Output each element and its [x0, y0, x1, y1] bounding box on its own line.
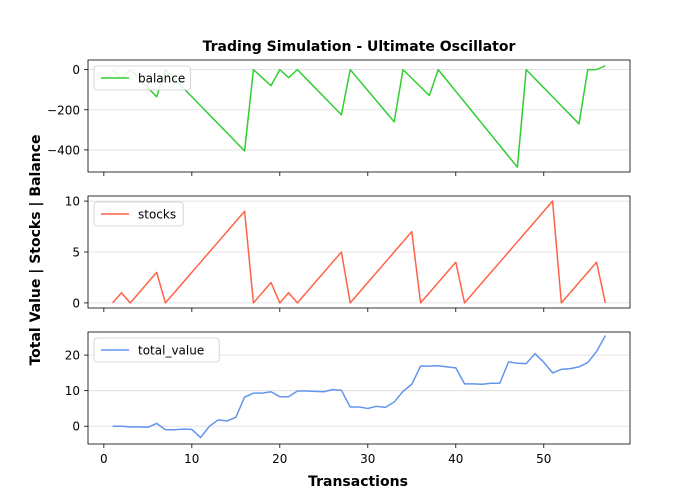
- series-line-stocks: [112, 200, 607, 304]
- x-axis-label: Transactions: [308, 474, 408, 490]
- y-tick-label: 5: [72, 246, 80, 260]
- x-tick-label: 0: [100, 452, 108, 466]
- y-tick-label: 20: [65, 349, 80, 363]
- axes-frame: [87, 59, 631, 173]
- y-tick-label: −200: [47, 103, 80, 117]
- series-line-total_value: [112, 335, 607, 439]
- y-tick-label: 0: [72, 296, 80, 310]
- y-tick-label: 0: [72, 420, 80, 434]
- legend-box: [93, 65, 191, 91]
- y-axis-label: Total Value | Stocks | Balance: [28, 134, 44, 365]
- x-tick-label: 50: [536, 452, 551, 466]
- panel-2: 0 5 10 stocks: [65, 195, 631, 312]
- y-tick-label: 10: [65, 195, 80, 209]
- y-tick-label: 10: [65, 384, 80, 398]
- legend-label: balance: [138, 72, 185, 86]
- series-line-balance: [112, 64, 606, 168]
- y-tick-label: −400: [47, 143, 80, 157]
- legend: balance: [93, 65, 191, 91]
- x-tick-label: 30: [360, 452, 375, 466]
- x-tick-label: 20: [272, 452, 287, 466]
- legend-label: total_value: [138, 344, 204, 358]
- legend-label: stocks: [138, 208, 176, 222]
- x-tick-label: 10: [184, 452, 199, 466]
- panels-layer: 0 −200 −400 balance 0 5 10 stocks 0 10 20 0 10 20 30 40…: [47, 59, 631, 466]
- legend: total_value: [93, 337, 220, 363]
- legend: stocks: [93, 201, 184, 227]
- y-tick-label: 0: [72, 63, 80, 77]
- chart-title: Trading Simulation - Ultimate Oscillator: [203, 39, 516, 55]
- axes-frame: [87, 331, 631, 445]
- legend-box: [93, 201, 184, 227]
- x-tick-label: 40: [448, 452, 463, 466]
- panel-1: 0 −200 −400 balance: [47, 59, 631, 176]
- panel-3: 0 10 20 0 10 20 30 40 50 total_value: [65, 331, 631, 466]
- legend-box: [93, 337, 220, 363]
